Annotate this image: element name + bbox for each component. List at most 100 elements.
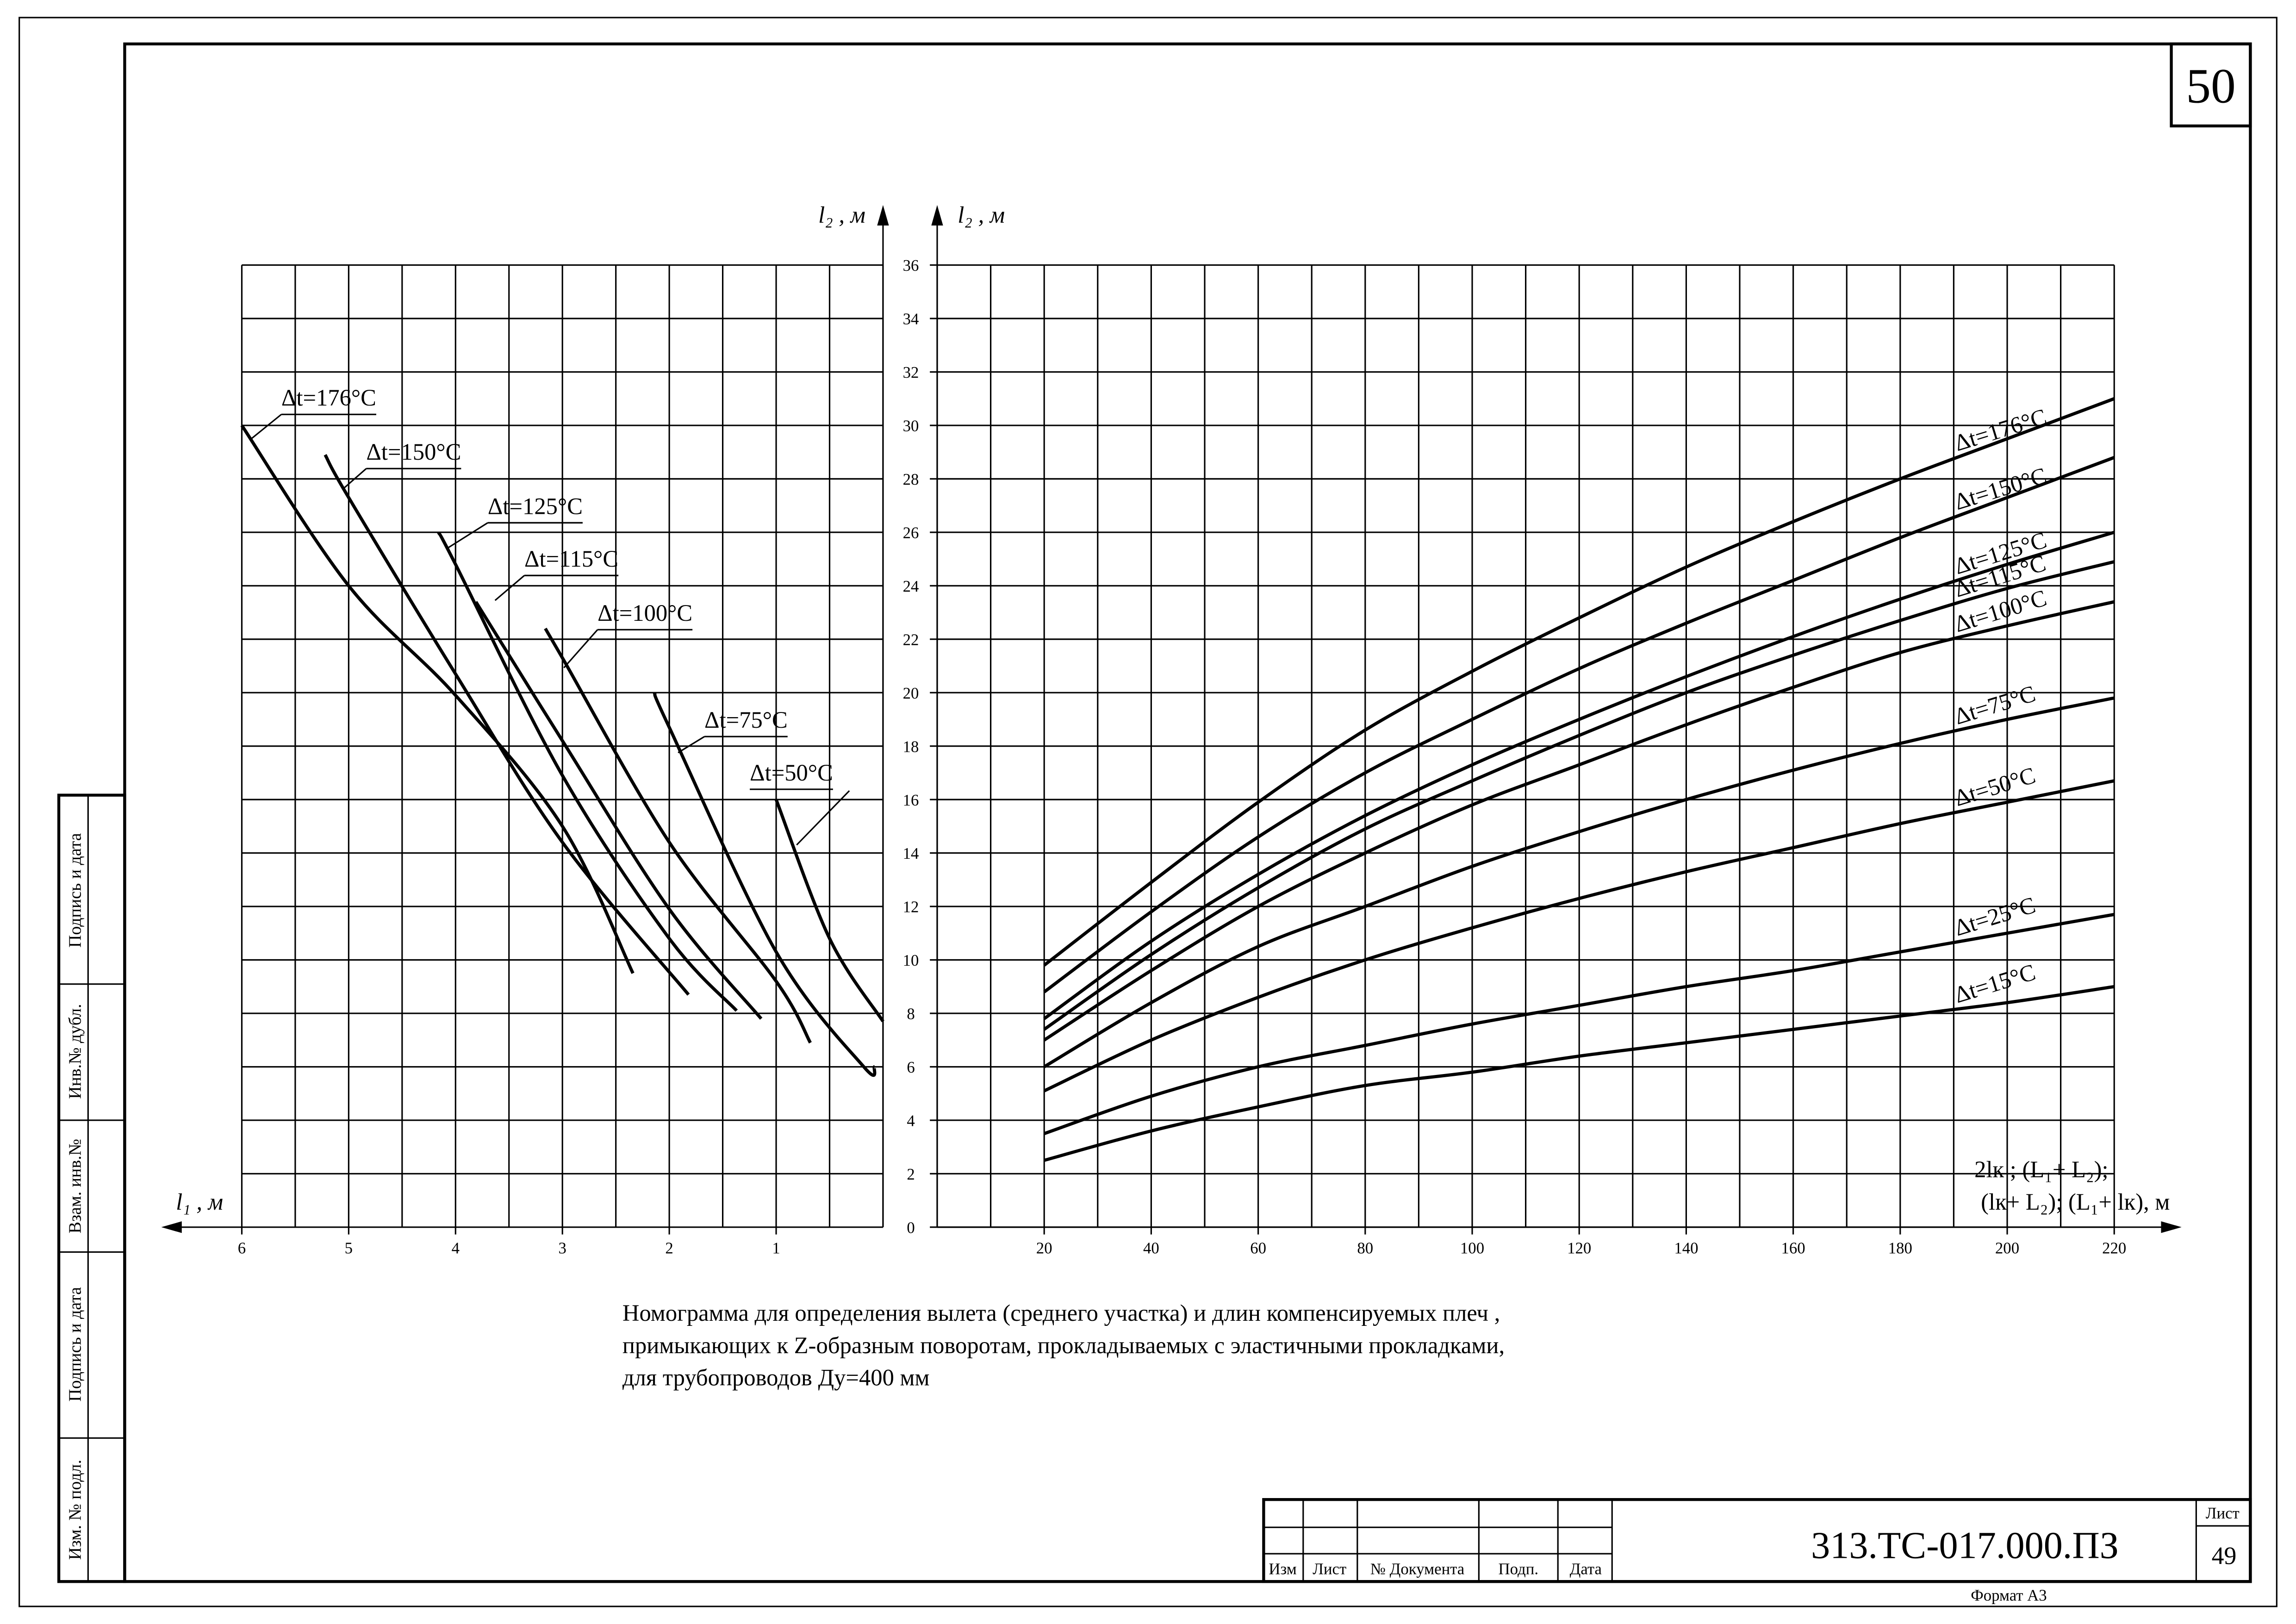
curve-label: Δt=100°C xyxy=(597,600,692,626)
y-tick-label: 4 xyxy=(907,1112,915,1130)
sheet-number: 49 xyxy=(2212,1542,2237,1569)
x-tick-label: 6 xyxy=(238,1239,246,1257)
axis-arrow xyxy=(161,1221,182,1233)
x-tick-label: 80 xyxy=(1357,1239,1373,1257)
x-tick-label: 2 xyxy=(665,1239,673,1257)
y-tick-label: 20 xyxy=(903,684,919,702)
curve xyxy=(544,627,812,1044)
stamp-label: Взам. инв.№ xyxy=(66,1139,85,1233)
x-tick-label: 5 xyxy=(345,1239,353,1257)
y-tick-label: 34 xyxy=(903,310,919,328)
column-header: Подп. xyxy=(1499,1560,1539,1578)
y-tick-label: 26 xyxy=(903,524,919,542)
curve xyxy=(324,454,690,996)
stamp-label: Инв.№ дубл. xyxy=(66,1004,85,1099)
y-tick-label: 14 xyxy=(903,844,919,862)
stamp-box xyxy=(57,793,126,1583)
x-tick-label: 100 xyxy=(1460,1239,1484,1257)
axis-label: l₁ , м xyxy=(176,1189,223,1215)
y-tick-label: 10 xyxy=(903,951,919,969)
document-code: 313.ТС-017.000.ПЗ xyxy=(1811,1524,2119,1567)
page-number: 50 xyxy=(2186,58,2236,113)
title-block-box xyxy=(1262,1498,2252,1583)
sheet-label: Лист xyxy=(2206,1504,2240,1522)
curve xyxy=(1043,560,2115,1031)
y-tick-label: 22 xyxy=(903,631,919,649)
curve xyxy=(1043,600,2115,1042)
curve xyxy=(1043,531,2115,1020)
caption-line: примыкающих к Z-образным поворотам, прок… xyxy=(622,1332,1505,1358)
y-tick-label: 16 xyxy=(903,791,919,809)
column-header: Дата xyxy=(1570,1560,1602,1578)
x-tick-label: 4 xyxy=(452,1239,460,1257)
y-tick-label: 28 xyxy=(903,470,919,488)
axis-label: l₂ , м xyxy=(958,202,1005,228)
curve-label: Δt=115°C xyxy=(524,546,618,572)
y-tick-label: 2 xyxy=(907,1165,915,1183)
curve xyxy=(1044,985,2115,1162)
y-tick-label: 8 xyxy=(907,1005,915,1023)
curve xyxy=(1044,912,2115,1136)
side-stamp: Подпись и дата Инв.№ дубл. Взам. инв.№ П… xyxy=(57,793,126,1583)
y-tick-label: 36 xyxy=(903,256,919,275)
y-tick-label: 30 xyxy=(903,417,919,435)
curve xyxy=(1043,397,2115,967)
x-tick-label: 3 xyxy=(559,1239,566,1257)
curve xyxy=(437,531,738,1012)
leader-line xyxy=(678,736,705,754)
curve-label: Δt=150°C xyxy=(366,439,461,465)
column-header: Изм xyxy=(1269,1560,1296,1578)
axis-arrow xyxy=(877,205,889,226)
axis-arrow xyxy=(2161,1221,2182,1233)
leader-line xyxy=(342,468,367,490)
column-header: № Документа xyxy=(1370,1560,1464,1578)
stamp-label: Подпись и дата xyxy=(66,833,85,948)
y-tick-label: 32 xyxy=(903,363,919,381)
x-tick-label: 160 xyxy=(1781,1239,1805,1257)
stamp-label: Подпись и дата xyxy=(66,1287,85,1402)
curve xyxy=(240,424,635,974)
curve xyxy=(1043,779,2115,1093)
x-tick-label: 40 xyxy=(1143,1239,1159,1257)
y-tick-label: 18 xyxy=(903,737,919,756)
axis-label: l₂ , м xyxy=(818,202,865,228)
leader-line xyxy=(796,790,850,846)
y-tick-label: 6 xyxy=(907,1058,915,1076)
axis-arrow xyxy=(931,205,943,226)
outer-border xyxy=(19,17,2277,1607)
curve xyxy=(1043,696,2115,1068)
axis-label: (lк+ L₂); (L₁+ lк), м xyxy=(1981,1189,2170,1215)
leader-line xyxy=(448,522,488,549)
title-block: Изм Лист № Документа Подп. Дата 313.ТС-0… xyxy=(1262,1498,2252,1604)
curve xyxy=(474,601,763,1020)
x-tick-label: 140 xyxy=(1674,1239,1698,1257)
leader-line xyxy=(494,575,525,601)
axis-label: 2lк ; (L₁+ L₂); xyxy=(1974,1156,2108,1182)
curve-label: Δt=75°C xyxy=(704,707,788,733)
caption-line: для трубопроводов Ду=400 мм xyxy=(622,1364,930,1390)
x-tick-label: 220 xyxy=(2102,1239,2126,1257)
x-tick-label: 1 xyxy=(772,1239,780,1257)
x-tick-label: 120 xyxy=(1567,1239,1591,1257)
curve xyxy=(774,799,884,1023)
y-tick-label: 0 xyxy=(907,1218,915,1237)
y-tick-label: 12 xyxy=(903,898,919,916)
x-tick-label: 200 xyxy=(1995,1239,2019,1257)
curve xyxy=(1043,456,2115,993)
x-tick-label: 20 xyxy=(1036,1239,1052,1257)
curve-label: Δt=50°C xyxy=(750,760,833,786)
column-header: Лист xyxy=(1313,1560,1346,1578)
caption-line: Номограмма для определения вылета (средн… xyxy=(622,1300,1500,1326)
stamp-label: Изм. № подл. xyxy=(66,1460,85,1560)
curve-label: Δt=125°C xyxy=(488,493,583,519)
y-tick-label: 24 xyxy=(903,577,919,595)
curve xyxy=(653,692,877,1077)
leader-line xyxy=(563,629,598,668)
curve-label: Δt=176°C xyxy=(281,385,376,411)
leader-line xyxy=(250,413,282,440)
x-tick-label: 180 xyxy=(1888,1239,1912,1257)
x-tick-label: 60 xyxy=(1250,1239,1266,1257)
format-label: Формат А3 xyxy=(1971,1586,2047,1604)
